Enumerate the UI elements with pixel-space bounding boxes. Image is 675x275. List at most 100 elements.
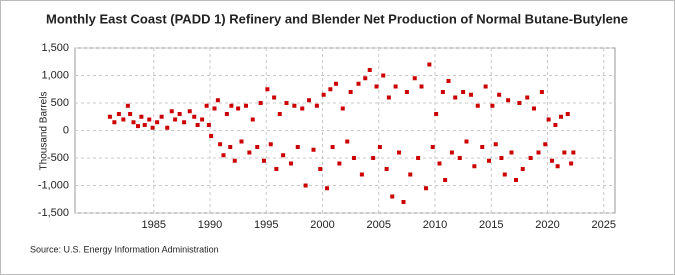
point	[475, 103, 480, 108]
point	[440, 90, 445, 94]
point	[209, 134, 214, 138]
point	[412, 76, 417, 81]
point	[536, 150, 541, 155]
point	[334, 81, 338, 86]
point	[284, 101, 289, 105]
point	[169, 109, 174, 114]
point	[277, 112, 282, 116]
point	[443, 178, 448, 182]
point	[200, 117, 205, 122]
y-tick-label: 500	[51, 97, 69, 109]
point	[187, 109, 192, 114]
y-axis-label: Thousand Barrels	[39, 92, 50, 171]
point	[125, 103, 130, 108]
point	[424, 186, 428, 191]
point	[330, 145, 335, 149]
point	[314, 103, 319, 108]
point	[502, 172, 507, 177]
point	[239, 139, 244, 144]
x-tick-label: 1990	[198, 219, 222, 231]
point	[371, 156, 376, 160]
point	[229, 103, 234, 108]
point	[559, 114, 563, 119]
point	[212, 106, 217, 111]
point	[215, 98, 220, 103]
point	[381, 73, 386, 78]
point	[514, 178, 518, 182]
point	[546, 117, 551, 122]
point	[318, 167, 323, 171]
point	[430, 145, 435, 149]
point	[397, 150, 401, 155]
point	[386, 95, 391, 100]
point	[457, 156, 462, 160]
point	[142, 123, 147, 127]
point	[446, 79, 451, 83]
point	[204, 103, 209, 108]
source: Source: U.S. Energy Information Administ…	[30, 244, 219, 254]
x-tick-label: 2020	[535, 219, 559, 231]
point	[449, 150, 454, 155]
point	[244, 103, 248, 108]
y-tick-label: 0	[63, 124, 69, 136]
point	[464, 139, 469, 144]
point	[543, 142, 548, 147]
point	[272, 95, 277, 100]
point	[404, 90, 409, 94]
point	[136, 124, 140, 129]
point	[539, 90, 544, 94]
point	[483, 84, 488, 89]
y-tick-label: -1,500	[38, 207, 69, 219]
point	[393, 84, 398, 89]
point	[128, 112, 133, 116]
point	[147, 117, 152, 122]
point	[367, 68, 372, 72]
x-tick-label: 2025	[592, 219, 616, 231]
point	[493, 142, 498, 147]
point	[525, 95, 530, 100]
point	[340, 106, 345, 111]
point	[112, 120, 117, 125]
point	[348, 90, 353, 94]
point	[155, 120, 160, 125]
point	[255, 145, 260, 149]
point	[325, 186, 329, 191]
point	[461, 90, 466, 94]
x-tick-label: 2015	[479, 219, 503, 231]
point	[416, 156, 421, 160]
point	[532, 106, 536, 111]
point	[487, 158, 491, 163]
point	[192, 114, 197, 119]
point	[328, 87, 333, 92]
point	[177, 112, 182, 116]
point	[165, 125, 170, 130]
x-tick-label: 1995	[254, 219, 278, 231]
point	[121, 117, 126, 122]
point	[352, 156, 356, 160]
point	[359, 172, 364, 177]
point	[265, 87, 270, 92]
point	[139, 114, 144, 119]
point	[419, 84, 424, 89]
y-tick-label: 1,500	[41, 42, 69, 54]
point	[221, 153, 226, 158]
point	[116, 112, 121, 116]
point	[499, 156, 504, 160]
point	[289, 161, 293, 166]
point	[528, 156, 533, 160]
point	[469, 92, 473, 97]
point	[550, 158, 554, 163]
point	[374, 84, 379, 89]
point	[300, 106, 305, 111]
point	[250, 117, 255, 122]
point	[509, 150, 514, 155]
point	[562, 150, 567, 155]
point	[565, 112, 570, 116]
point	[131, 120, 136, 125]
point	[159, 114, 164, 119]
x-tick-label: 2000	[310, 219, 334, 231]
point	[268, 142, 273, 147]
chart-title: Monthly East Coast (PADD 1) Refinery and…	[46, 11, 628, 26]
point	[337, 161, 342, 166]
